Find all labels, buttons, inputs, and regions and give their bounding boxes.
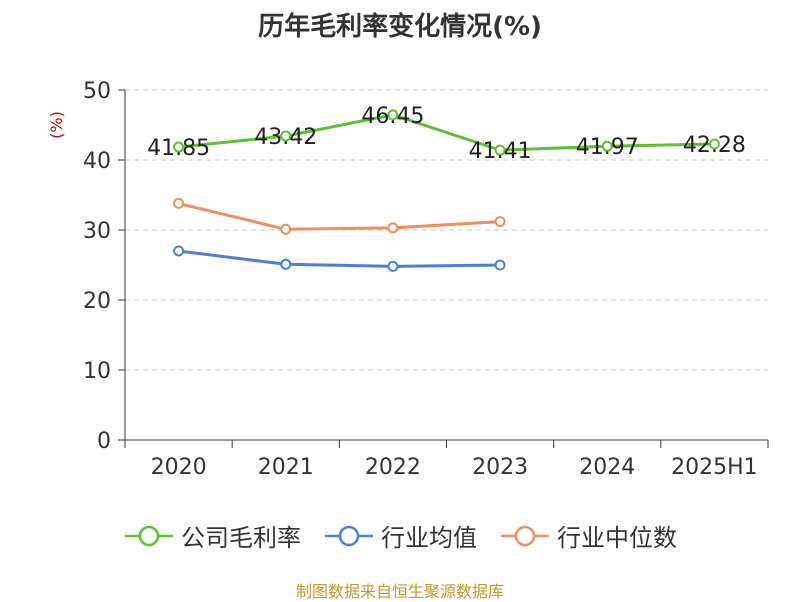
series-line: [178, 113, 715, 152]
series-line: [178, 249, 501, 268]
legend-label: 行业均值: [381, 524, 477, 552]
y-axis-label: (%): [47, 111, 66, 139]
x-tick-label: 2021: [258, 455, 314, 480]
data-point: [494, 144, 506, 156]
y-tick-label: 50: [83, 79, 111, 104]
legend-item: 行业均值: [323, 518, 477, 553]
x-tick-label: 2024: [579, 455, 635, 480]
data-point: [173, 141, 185, 153]
data-point: [387, 260, 399, 272]
y-tick-label: 20: [83, 289, 111, 314]
x-tick-label: 2022: [365, 455, 421, 480]
data-label: 41.85: [147, 136, 210, 161]
legend: 公司毛利率 行业均值 行业中位数: [0, 518, 800, 553]
data-point: [387, 222, 399, 234]
series-line: [178, 201, 501, 231]
data-point: [494, 216, 506, 228]
legend-item: 公司毛利率: [123, 518, 301, 553]
x-tick-label: 2025H1: [671, 455, 758, 480]
x-tick-label: 2023: [472, 455, 528, 480]
data-label: 42.28: [683, 133, 746, 158]
data-label: 41.97: [576, 135, 639, 160]
chart-title: 历年毛利率变化情况(%): [258, 12, 542, 42]
data-label: 41.41: [469, 139, 532, 164]
data-label: 46.45: [361, 104, 424, 129]
source-note: 制图数据来自恒生聚源数据库: [295, 582, 504, 601]
legend-label: 公司毛利率: [181, 524, 301, 552]
legend-marker-icon: [325, 525, 373, 546]
data-point: [173, 197, 185, 209]
data-point: [601, 140, 613, 152]
data-label: 43.42: [254, 125, 317, 150]
x-tick-label: 2020: [151, 455, 207, 480]
y-tick-label: 0: [97, 429, 111, 454]
data-point: [280, 223, 292, 235]
data-point: [494, 259, 506, 271]
data-point: [280, 130, 292, 142]
y-tick-label: 30: [83, 219, 111, 244]
data-point: [387, 109, 399, 121]
y-tick-label: 10: [83, 359, 111, 384]
data-point: [173, 245, 185, 257]
legend-marker-icon: [125, 525, 173, 546]
legend-marker-icon: [501, 525, 549, 546]
data-point: [708, 138, 720, 150]
legend-item: 行业中位数: [499, 518, 677, 553]
legend-label: 行业中位数: [557, 524, 677, 552]
y-tick-label: 40: [83, 149, 111, 174]
data-point: [280, 258, 292, 270]
